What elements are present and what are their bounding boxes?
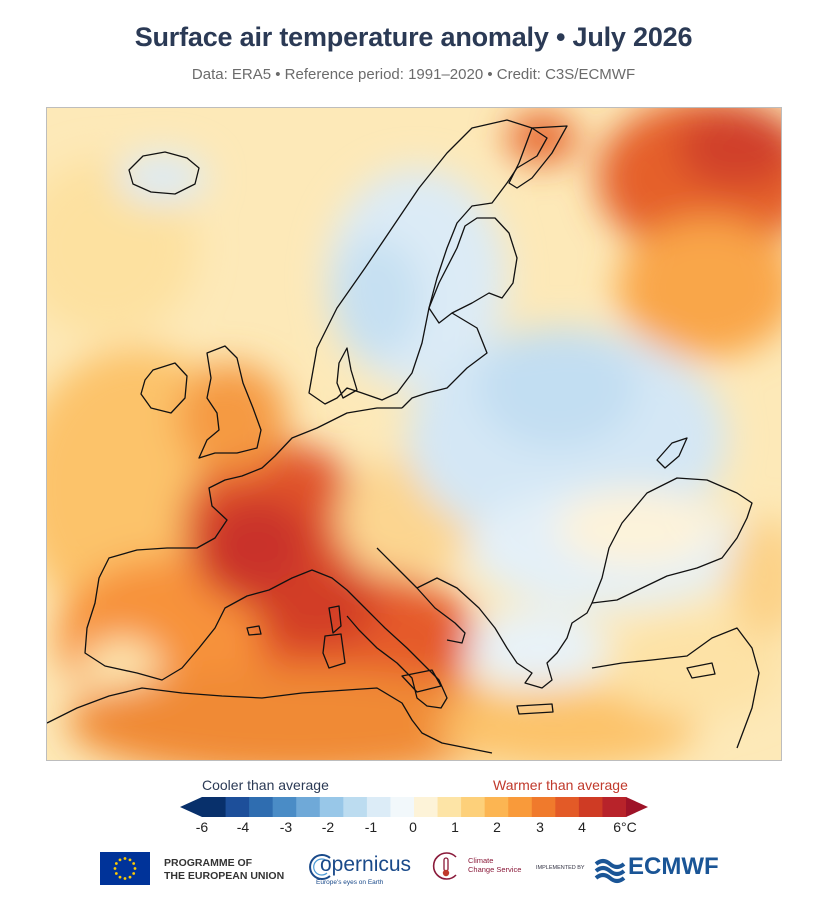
colorbar-tick-label: -3 — [279, 819, 293, 835]
eu-star — [118, 858, 122, 862]
colorbar-tick-label: 3 — [536, 819, 544, 835]
colorbar-segment — [414, 797, 439, 817]
c3s-line-1: Climate — [468, 856, 494, 865]
anomaly-map-svg — [47, 108, 781, 760]
copernicus-c-icon — [309, 854, 331, 880]
colorbar-segment — [390, 797, 415, 817]
eu-line-2: THE EUROPEAN UNION — [164, 870, 285, 882]
coast-baltic — [401, 312, 488, 409]
eu-star — [123, 857, 127, 860]
colorbar-tick-label: 6°C — [613, 819, 637, 835]
eu-star — [128, 858, 132, 862]
coast-sardinia — [322, 633, 346, 669]
colorbar-segment — [508, 797, 533, 817]
coast-north-africa — [47, 687, 493, 754]
eu-star — [118, 875, 122, 879]
colorbar-tick-label: 1 — [451, 819, 459, 835]
eu-star — [132, 862, 136, 865]
colorbar-segment — [202, 797, 227, 817]
coast-kola — [508, 125, 568, 189]
coast-azov — [656, 437, 688, 469]
colorbar-segment — [531, 797, 556, 817]
colorbar-low-arrow — [180, 797, 202, 817]
c3s-thermometer-icon — [432, 852, 457, 880]
coast-ireland — [140, 362, 188, 414]
eu-star — [123, 877, 127, 880]
implemented-by-label: IMPLEMENTED BY — [536, 865, 585, 871]
colorbar-high-arrow — [626, 797, 648, 817]
coastlines — [47, 119, 760, 754]
coast-iceland — [128, 151, 200, 195]
colorbar-segment — [578, 797, 603, 817]
eu-star — [114, 872, 118, 875]
colorbar-tick-label: -4 — [236, 819, 250, 835]
eu-flag-logo — [100, 852, 150, 885]
coast-great-britain — [198, 345, 262, 459]
colorbar-tick-label: 2 — [493, 819, 501, 835]
colorbar-segment — [437, 797, 462, 817]
coast-italy-east — [376, 547, 466, 644]
colorbar-segment — [319, 797, 344, 817]
colorbar-segment — [461, 797, 486, 817]
coast-turkey — [591, 627, 760, 749]
colorbar-tick-label: -2 — [321, 819, 335, 835]
eu-star — [113, 867, 117, 870]
coast-western-europe — [84, 407, 448, 709]
eu-star — [133, 867, 137, 870]
ecmwf-wave-icon — [594, 859, 626, 883]
eu-star — [132, 872, 136, 875]
coast-balearics — [246, 625, 262, 636]
eu-stars-icon — [113, 857, 137, 880]
c3s-line-2: Change Service — [468, 865, 522, 874]
colorbar-tick-label: -6 — [195, 819, 209, 835]
anomaly-field — [47, 108, 781, 760]
coast-corsica — [328, 605, 342, 634]
coast-scandinavia — [308, 119, 548, 405]
colorbar-segment — [343, 797, 368, 817]
colorbar — [180, 797, 648, 817]
colorbar-segment — [366, 797, 391, 817]
eu-programme-text: PROGRAMME OF THE EUROPEAN UNION — [164, 857, 284, 883]
coast-jutland — [336, 347, 358, 399]
colorbar-segment — [225, 797, 250, 817]
eu-star — [114, 862, 118, 865]
colorbar-tick-label: 0 — [409, 819, 417, 835]
colorbar-tick-label: 4 — [578, 819, 586, 835]
coast-crete — [516, 703, 554, 715]
coast-cyprus — [686, 662, 716, 679]
eu-line-1: PROGRAMME OF — [164, 857, 253, 869]
colorbar-segment — [484, 797, 509, 817]
coast-finland — [428, 217, 518, 324]
colorbar-segment — [272, 797, 297, 817]
coast-balkans — [416, 577, 593, 689]
colorbar-tick-label: -1 — [364, 819, 378, 835]
legend-warmer-label: Warmer than average — [493, 777, 628, 793]
anomaly-map — [46, 107, 782, 761]
colorbar-segment — [296, 797, 321, 817]
colorbar-segment — [249, 797, 274, 817]
map-title: Surface air temperature anomaly • July 2… — [134, 22, 693, 52]
map-subtitle: Data: ERA5 • Reference period: 1991–2020… — [191, 66, 636, 83]
colorbar-segments — [202, 797, 627, 817]
copernicus-tagline: Europe's eyes on Earth — [316, 879, 384, 886]
coast-black-sea — [591, 477, 753, 604]
copernicus-logo-text: opernicus — [320, 853, 412, 876]
colorbar-segment — [602, 797, 627, 817]
c3s-logo-text: Climate Change Service — [468, 856, 521, 874]
ecmwf-logo-text: ECMWF — [628, 853, 719, 880]
colorbar-segment — [555, 797, 580, 817]
legend-cooler-label: Cooler than average — [202, 777, 329, 793]
eu-star — [128, 875, 132, 879]
coast-sicily — [401, 669, 442, 693]
